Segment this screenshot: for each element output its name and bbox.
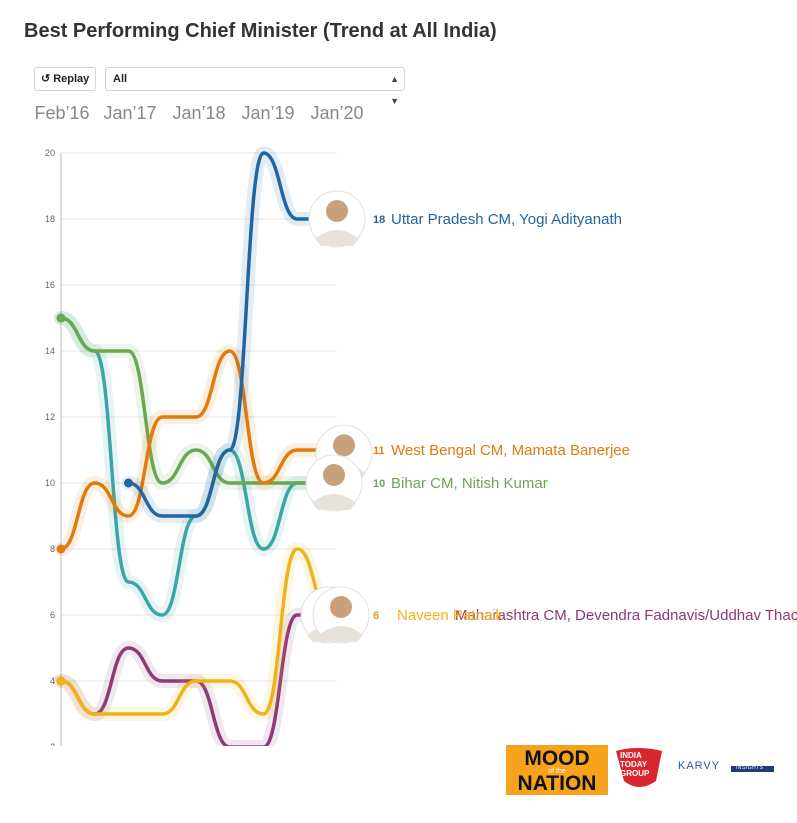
chart-title: Best Performing Chief Minister (Trend at… [24, 20, 497, 42]
y-tick-label: 4 [50, 676, 55, 686]
timeline-label[interactable]: Jan’20 [310, 103, 364, 123]
cm-avatar-face [333, 434, 355, 457]
timeline-label[interactable]: Jan’17 [103, 103, 157, 123]
y-tick-label: 12 [45, 412, 55, 422]
series-value-label: 18 [373, 214, 385, 226]
series-line [59, 547, 333, 716]
mood-of-the-nation-logo: MOOD of the NATION [506, 745, 608, 795]
timeline-label[interactable]: Jan’18 [172, 103, 226, 123]
series-value-label: 6 [373, 610, 379, 622]
series-line [126, 151, 333, 518]
y-tick-label: 10 [45, 478, 55, 488]
series-value-label: 11 [373, 445, 385, 457]
series-line [59, 316, 333, 485]
series-start-point [124, 478, 133, 488]
replay-label: Replay [53, 73, 90, 85]
series-value-label: 6 [373, 610, 379, 622]
line-chart: 2 4 6 8 10 12 14 16 18 20 18 Uttar Pradesh CM, Yogi… [45, 146, 797, 746]
series-name-label: Bihar CM, Nitish Kumar [391, 475, 548, 492]
timeline[interactable]: Feb’16 Jan’17 Jan’18 Jan’19 Jan’20 [34, 103, 374, 127]
replay-icon: ↺ [41, 73, 51, 85]
cm-avatar-body [312, 494, 356, 510]
y-tick-label: 18 [45, 214, 55, 224]
cm-avatar-body [319, 626, 363, 642]
y-tick-label: 8 [50, 544, 55, 554]
timeline-label[interactable]: Jan’19 [241, 103, 295, 123]
series-line [59, 316, 333, 617]
series-name-label: West Bengal CM, Mamata Banerjee [391, 442, 630, 459]
select-arrows-icon: ▲ ▼ [390, 74, 399, 106]
karvy-insights-logo: KARVY INSIGHTS [678, 760, 774, 774]
series-name-label: Naveen Patnaik [397, 607, 503, 624]
cm-avatar-face [323, 464, 345, 486]
series-start-point [56, 676, 66, 686]
y-tick-label: 2 [50, 742, 55, 746]
series-name-label: Uttar Pradesh CM, Yogi Adityanath [391, 211, 622, 228]
cm-avatar-face [326, 200, 348, 222]
y-tick-label: 6 [50, 610, 55, 620]
india-today-group-logo: INDIA TODAY GROUP [612, 745, 666, 797]
series-start-point [56, 313, 66, 323]
cm-avatar-face [330, 596, 352, 618]
series-value-label: 10 [373, 478, 385, 490]
timeline-label[interactable]: Feb’16 [34, 103, 90, 123]
series-select[interactable]: All ▲ ▼ [105, 67, 405, 106]
replay-button[interactable]: ↺ Replay [34, 67, 97, 91]
series-name-label: Maharashtra CM, Devendra Fadnavis/Uddhav… [455, 607, 797, 624]
cm-avatar-body [315, 230, 359, 246]
y-tick-label: 20 [45, 148, 55, 158]
y-tick-label: 16 [45, 280, 55, 290]
series-select-value: All [113, 73, 128, 85]
y-tick-label: 14 [45, 346, 55, 356]
series-start-point [56, 544, 66, 554]
series-line [59, 349, 333, 551]
